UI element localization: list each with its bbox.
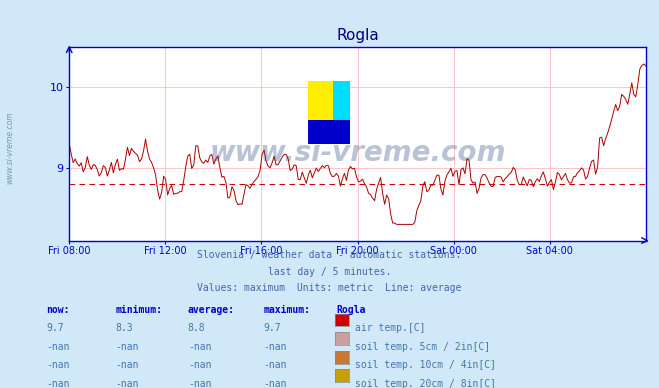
- Text: -nan: -nan: [115, 342, 139, 352]
- Text: -nan: -nan: [188, 360, 212, 371]
- Bar: [333, 81, 350, 120]
- Text: average:: average:: [188, 305, 235, 315]
- Text: Slovenia / weather data - automatic stations.: Slovenia / weather data - automatic stat…: [197, 250, 462, 260]
- Text: 8.8: 8.8: [188, 323, 206, 333]
- Text: -nan: -nan: [115, 379, 139, 388]
- Text: -nan: -nan: [46, 342, 70, 352]
- Text: 8.3: 8.3: [115, 323, 133, 333]
- Text: -nan: -nan: [115, 360, 139, 371]
- Text: now:: now:: [46, 305, 70, 315]
- Text: air temp.[C]: air temp.[C]: [355, 323, 425, 333]
- Text: soil temp. 10cm / 4in[C]: soil temp. 10cm / 4in[C]: [355, 360, 496, 371]
- Text: -nan: -nan: [264, 379, 287, 388]
- Text: 9.7: 9.7: [46, 323, 64, 333]
- Text: -nan: -nan: [46, 379, 70, 388]
- Text: 9.7: 9.7: [264, 323, 281, 333]
- Text: -nan: -nan: [264, 360, 287, 371]
- Text: Values: maximum  Units: metric  Line: average: Values: maximum Units: metric Line: aver…: [197, 283, 462, 293]
- Text: www.si-vreme.com: www.si-vreme.com: [5, 111, 14, 184]
- Text: -nan: -nan: [188, 342, 212, 352]
- Text: -nan: -nan: [188, 379, 212, 388]
- Text: Rogla: Rogla: [336, 305, 366, 315]
- Bar: [308, 81, 333, 120]
- Text: last day / 5 minutes.: last day / 5 minutes.: [268, 267, 391, 277]
- Bar: [308, 120, 350, 144]
- Text: minimum:: minimum:: [115, 305, 162, 315]
- Text: soil temp. 5cm / 2in[C]: soil temp. 5cm / 2in[C]: [355, 342, 490, 352]
- Text: maximum:: maximum:: [264, 305, 310, 315]
- Text: www.si-vreme.com: www.si-vreme.com: [210, 139, 505, 167]
- Text: -nan: -nan: [46, 360, 70, 371]
- Text: -nan: -nan: [264, 342, 287, 352]
- Text: soil temp. 20cm / 8in[C]: soil temp. 20cm / 8in[C]: [355, 379, 496, 388]
- Title: Rogla: Rogla: [336, 28, 379, 43]
